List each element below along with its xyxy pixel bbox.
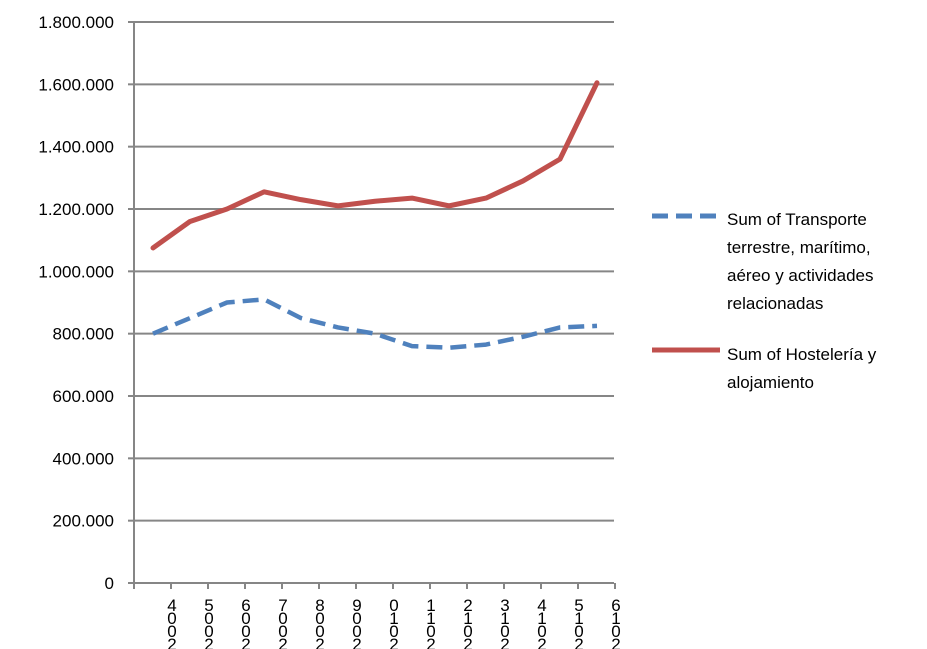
axes xyxy=(128,21,616,589)
y-tick-label: 1.400.000 xyxy=(38,138,114,157)
y-tick-label: 1.800.000 xyxy=(38,13,114,32)
legend-label-2: alojamiento xyxy=(727,373,814,392)
gridlines xyxy=(134,21,614,522)
y-tick-label: 600.000 xyxy=(53,387,114,406)
series-lines xyxy=(150,80,600,350)
legend-label-1: terrestre, marítimo, xyxy=(727,238,871,257)
y-tick-label: 800.000 xyxy=(53,325,114,344)
series-line-1 xyxy=(152,297,598,350)
legend: Sum of Transporte terrestre, marítimo, aér… xyxy=(652,210,877,392)
y-tick-label: 1.000.000 xyxy=(38,262,114,281)
legend-label-2: Sum of Hostelería y xyxy=(727,345,877,364)
legend-label-1: Sum of Transporte xyxy=(727,210,867,229)
y-tick-label: 200.000 xyxy=(53,512,114,531)
series-line-2 xyxy=(150,80,600,251)
y-tick-label: 1.200.000 xyxy=(38,200,114,219)
y-tick-label: 400.000 xyxy=(53,449,114,468)
y-axis-tick-labels: 0 200.000 400.000 600.000 800.000 1.000.000 1.… xyxy=(38,13,114,593)
y-tick-label: 0 xyxy=(105,574,114,593)
legend-label-1: aéreo y actividades xyxy=(727,266,873,285)
y-tick-label: 1.600.000 xyxy=(38,75,114,94)
x-axis-tick-labels: 4 0 0 2 5 0 0 2 6 0 0 2 7 0 0 2 8 0 0 2 9 0 0 2 0 1 0 2 1 1 0 2 2 1 0 2 3 1 0 2… xyxy=(167,596,620,649)
legend-label-1: relacionadas xyxy=(727,294,823,313)
